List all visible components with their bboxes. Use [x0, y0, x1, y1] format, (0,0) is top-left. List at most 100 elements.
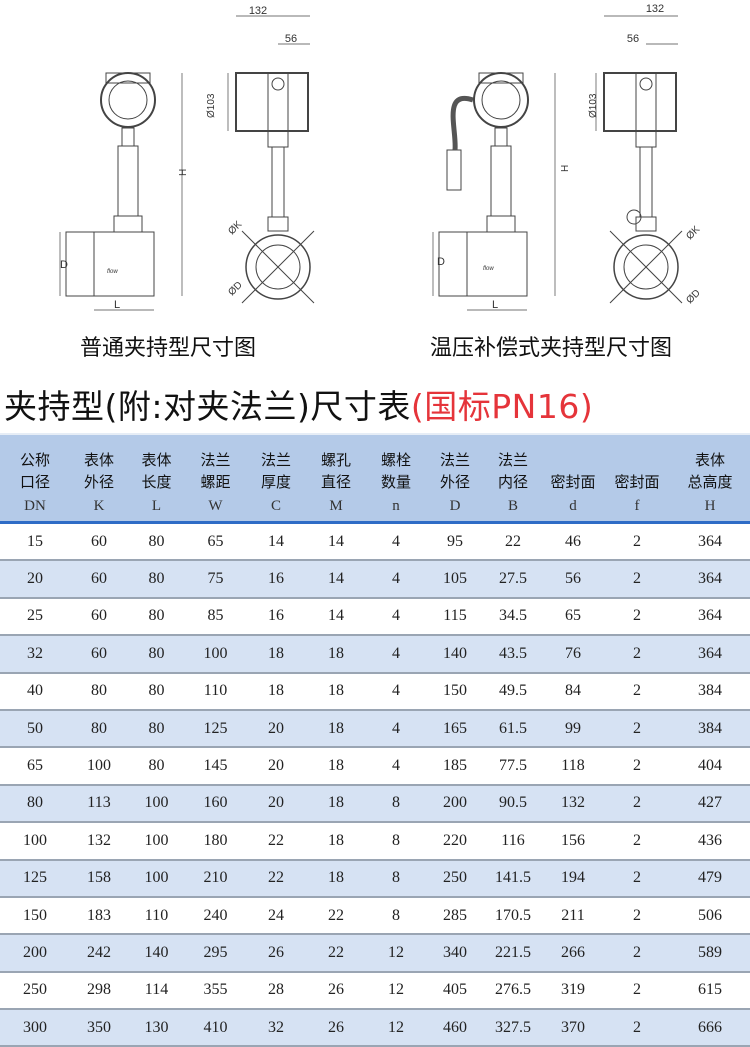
header-line1: 螺孔	[320, 451, 351, 469]
table-cell: 22	[246, 822, 306, 861]
table-cell: 170.5	[484, 896, 542, 936]
table-cell: 384	[670, 709, 750, 749]
header-line1: 法兰	[439, 451, 470, 469]
table-cell: 140	[128, 934, 185, 973]
side-conduit	[635, 72, 657, 132]
table-cell: 100	[128, 822, 185, 861]
table-cell: 50	[0, 709, 70, 749]
table-header: 公称 口径 DN 表体 外径 K 表体 长度 L 法兰 螺距 W 法兰 厚度 C 螺孔 直径 M 螺栓 数量 n 法兰 外径…	[0, 433, 750, 524]
table-cell: 114	[128, 971, 185, 1011]
column-header-n: 螺栓 数量 n	[366, 433, 426, 524]
table-cell: 2	[604, 672, 670, 711]
table-cell: 240	[185, 896, 246, 936]
table-cell: 2	[604, 896, 670, 936]
table-cell: 350	[70, 1009, 128, 1047]
table-cell: 80	[128, 560, 185, 599]
table-cell: 16	[246, 597, 306, 637]
table-cell: 60	[70, 597, 128, 637]
table-cell: 14	[306, 522, 366, 562]
dim-width: 132	[249, 5, 267, 17]
table-cell: 77.5	[484, 747, 542, 786]
header-line2: 数量	[380, 473, 411, 491]
display-window	[481, 80, 521, 120]
table-cell: 80	[128, 709, 185, 749]
dim-k: ØK	[226, 219, 244, 237]
header-symbol: H	[704, 498, 716, 514]
table-cell: 140	[426, 635, 484, 674]
dim-offset: 56	[627, 33, 639, 45]
table-cell: 100	[128, 859, 185, 898]
table-cell: 115	[426, 597, 484, 637]
header-symbol: W	[208, 498, 223, 514]
table-cell: 132	[542, 784, 604, 824]
table-cell: 2	[604, 859, 670, 898]
table-cell: 2	[604, 560, 670, 599]
table-cell: 2	[604, 597, 670, 637]
table-cell: 298	[70, 971, 128, 1011]
column-header-M: 螺孔 直径 M	[306, 433, 366, 524]
column-header-D: 法兰 外径 D	[426, 433, 484, 524]
table-cell: 110	[185, 672, 246, 711]
cable-gland	[271, 77, 285, 91]
table-cell: 427	[670, 784, 750, 824]
table-cell: 4	[366, 709, 426, 749]
title-main: 夹持型(附:对夹法兰)尺寸表	[4, 387, 411, 426]
table-cell: 8	[366, 784, 426, 824]
side-head	[603, 72, 677, 132]
header-symbol: D	[449, 498, 461, 514]
stem	[117, 145, 139, 217]
table-cell: 436	[670, 822, 750, 861]
table-cell: 18	[306, 635, 366, 674]
header-line2: 密封面	[550, 473, 596, 491]
table-cell: 210	[185, 859, 246, 898]
header-symbol: DN	[24, 498, 46, 514]
title-standard: (国标PN16)	[410, 387, 594, 426]
table-cell: 2	[604, 784, 670, 824]
table-cell: 130	[128, 1009, 185, 1047]
dim-height: H	[560, 165, 571, 172]
table-cell: 27.5	[484, 560, 542, 599]
table-cell: 90.5	[484, 784, 542, 824]
table-cell: 18	[246, 635, 306, 674]
table-cell: 60	[70, 560, 128, 599]
header-symbol: L	[151, 498, 162, 514]
table-cell: 84	[542, 672, 604, 711]
table-cell: 12	[366, 1009, 426, 1047]
table-cell: 250	[426, 859, 484, 898]
table-cell: 404	[670, 747, 750, 786]
table-cell: 20	[0, 560, 70, 599]
header-line2: 厚度	[260, 473, 291, 491]
table-cell: 4	[366, 747, 426, 786]
table-cell: 49.5	[484, 672, 542, 711]
table-cell: 300	[0, 1009, 70, 1047]
table-cell: 405	[426, 971, 484, 1011]
side-stem	[639, 146, 653, 218]
table-cell: 105	[426, 560, 484, 599]
table-cell: 99	[542, 709, 604, 749]
table-cell: 56	[542, 560, 604, 599]
column-header-W: 法兰 螺距 W	[185, 433, 246, 524]
table-cell: 85	[185, 597, 246, 637]
table-cell: 194	[542, 859, 604, 898]
table-cell: 14	[246, 522, 306, 562]
table-cell: 364	[670, 635, 750, 674]
table-cell: 100	[128, 784, 185, 824]
table-cell: 12	[366, 971, 426, 1011]
table-cell: 20	[246, 747, 306, 786]
column-header-K: 表体 外径 K	[70, 433, 128, 524]
header-line1: 法兰	[497, 451, 528, 469]
table-cell: 20	[246, 709, 306, 749]
table-cell: 615	[670, 971, 750, 1011]
table-cell: 364	[670, 522, 750, 562]
table-cell: 100	[0, 822, 70, 861]
dim-head-dia: Ø103	[588, 93, 599, 118]
header-symbol: n	[392, 498, 400, 514]
body-flange	[65, 231, 95, 297]
table-cell: 145	[185, 747, 246, 786]
table-cell: 200	[426, 784, 484, 824]
dim-height: H	[178, 169, 189, 176]
table-cell: 80	[70, 709, 128, 749]
table-cell: 319	[542, 971, 604, 1011]
compensation-hose	[450, 95, 474, 151]
table-row: 32 60 80 100 18 18 4 140 43.5 76 2 364	[0, 635, 750, 674]
